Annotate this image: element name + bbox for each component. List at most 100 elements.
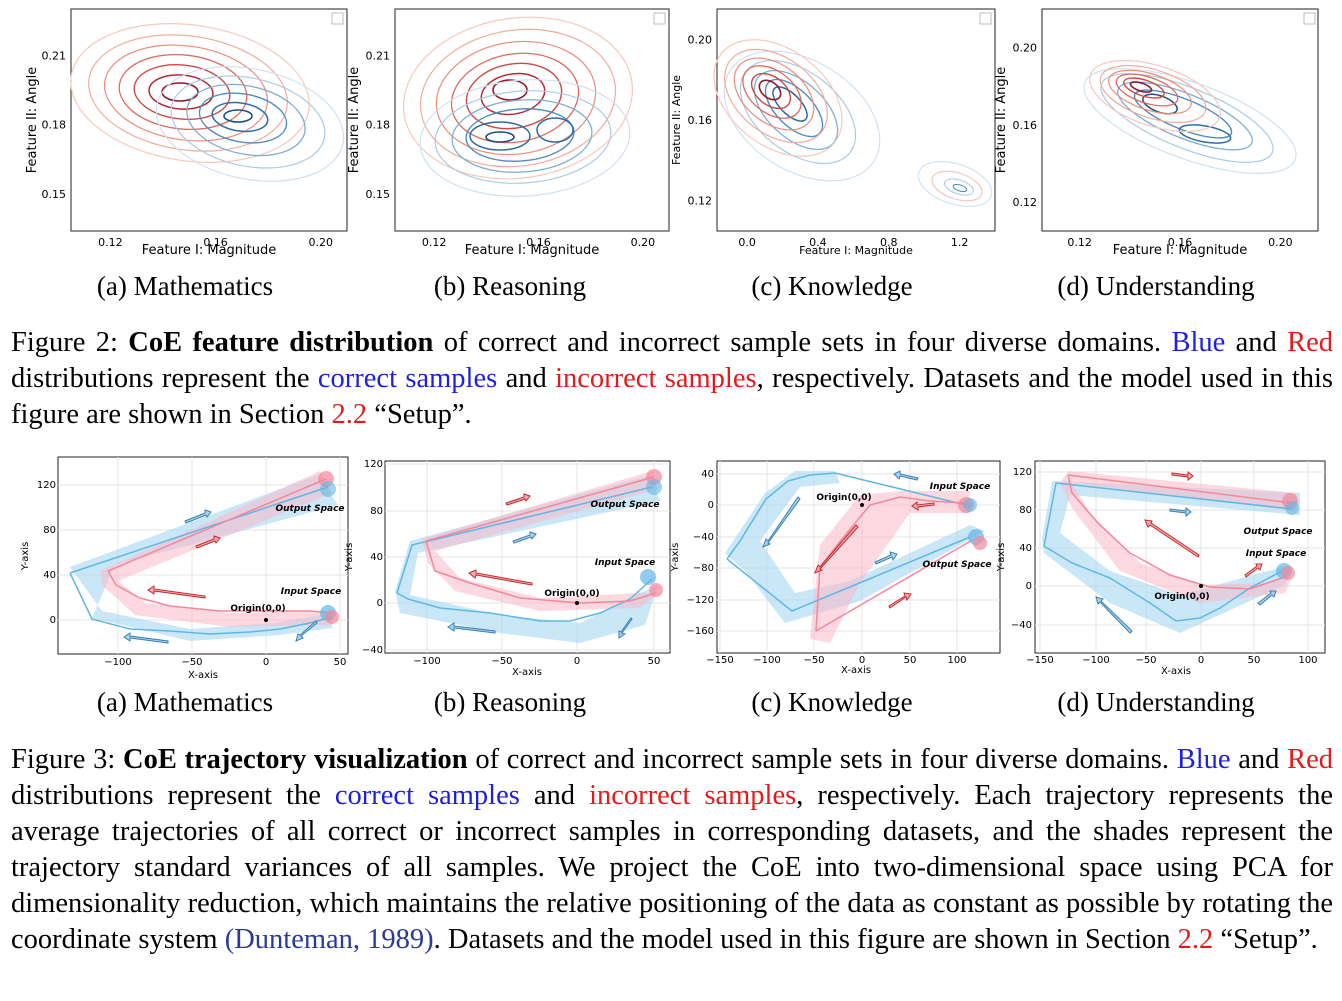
x-axis-label: Feature I: Magnitude bbox=[142, 243, 276, 258]
citation-link[interactable]: (Dunteman, 1989) bbox=[224, 924, 434, 955]
x-tick-label: 0.20 bbox=[1268, 236, 1293, 249]
red-word: Red bbox=[1287, 744, 1334, 775]
red-band bbox=[422, 471, 658, 611]
y-tick-label: 80 bbox=[43, 525, 56, 536]
y-tick-label: 0 bbox=[50, 615, 56, 626]
arrow-blue bbox=[295, 620, 318, 642]
blue-trajectory bbox=[726, 472, 836, 560]
x-axis-label: Feature I: Magnitude bbox=[1113, 243, 1247, 258]
arrow-red bbox=[195, 535, 221, 549]
arrow-blue bbox=[874, 551, 898, 565]
red-band bbox=[1060, 471, 1296, 603]
x-tick-label: −50 bbox=[803, 655, 824, 666]
x-tick-label: −100 bbox=[104, 657, 131, 668]
x-tick-label: 0 bbox=[263, 657, 269, 668]
y-ticks: 0.12 0.16 0.20 bbox=[688, 33, 713, 207]
red-trajectory bbox=[425, 540, 657, 604]
arrow-blue bbox=[184, 509, 212, 524]
arrow-blue bbox=[893, 470, 919, 481]
y-tick-label: 80 bbox=[1019, 505, 1032, 516]
blue-word: Blue bbox=[1176, 744, 1231, 775]
y-ticks: 0 40 80 120 bbox=[37, 480, 56, 626]
direction-arrows bbox=[123, 509, 318, 644]
y-tick-label: −80 bbox=[693, 563, 714, 574]
y-tick-label: 0.18 bbox=[366, 119, 391, 132]
blue-trajectory-top bbox=[396, 486, 653, 594]
x-tick-label: 50 bbox=[648, 656, 661, 667]
origin-label: Origin(0,0) bbox=[230, 604, 285, 614]
caption-bold: CoE trajectory visualization bbox=[122, 744, 468, 775]
x-tick-label: −50 bbox=[1135, 655, 1156, 666]
figure2-caption: Figure 2: CoE feature distribution of co… bbox=[11, 327, 1334, 430]
x-tick-label: 1.2 bbox=[951, 236, 969, 249]
x-tick-label: −100 bbox=[413, 656, 440, 667]
fig2-sublabel-b: (b) Reasoning bbox=[433, 271, 587, 301]
blue-trajectory-low bbox=[726, 536, 971, 612]
blue-trajectory-top bbox=[69, 486, 329, 574]
x-ticks: −100 −50 0 50 bbox=[413, 656, 660, 667]
arrow-blue bbox=[618, 617, 633, 639]
x-tick-label: −50 bbox=[491, 656, 512, 667]
y-tick-label: 0 bbox=[708, 500, 714, 511]
x-ticks: −150 −100 −50 0 50 100 bbox=[1026, 655, 1317, 666]
x-tick-label: 0.12 bbox=[98, 236, 123, 249]
arrow-blue bbox=[123, 632, 169, 644]
blue-trajectory bbox=[1043, 482, 1293, 547]
y-tick-label: 120 bbox=[1013, 467, 1032, 478]
y-tick-label: 0.16 bbox=[688, 114, 713, 127]
x-axis-label: X-axis bbox=[841, 665, 871, 676]
arrow-blue bbox=[1257, 590, 1277, 606]
arrow-red bbox=[1144, 519, 1200, 558]
figure3-caption: Figure 3: CoE trajectory visualization o… bbox=[11, 744, 1334, 955]
y-tick-label: 0.18 bbox=[42, 119, 67, 132]
y-axis-label: Y-axis bbox=[996, 543, 1007, 573]
x-ticks: 0.12 0.16 0.20 bbox=[98, 236, 333, 249]
fig2-plot-a: 0.12 0.16 0.20 0.15 0.18 0.21 Feature I: Mag… bbox=[25, 8, 348, 258]
input-space-label: Input Space bbox=[281, 587, 341, 597]
x-ticks: −150 −100 −50 0 50 100 bbox=[706, 655, 966, 666]
y-tick-label: −160 bbox=[687, 626, 714, 637]
y-tick-label: 80 bbox=[370, 506, 383, 517]
fig3-sublabel-a: (a) Mathematics bbox=[96, 687, 274, 717]
y-tick-label: −40 bbox=[1011, 620, 1032, 631]
x-axis-label: X-axis bbox=[188, 670, 218, 681]
arrow-red bbox=[1244, 563, 1263, 578]
fig2-sublabel-c: (c) Knowledge bbox=[751, 271, 913, 301]
fig3-sublabel-d: (d) Understanding bbox=[1057, 687, 1255, 717]
blue-contours bbox=[155, 66, 345, 182]
blue-contours bbox=[1083, 68, 1297, 174]
x-tick-label: 50 bbox=[904, 655, 917, 666]
section-link[interactable]: 2.2 bbox=[1177, 924, 1214, 955]
y-axis-label: Feature II: Angle bbox=[994, 67, 1009, 173]
y-axis-label: Feature II: Angle bbox=[347, 67, 362, 173]
red-trajectory bbox=[1067, 474, 1286, 590]
y-tick-label: 0 bbox=[377, 598, 383, 609]
y-tick-label: 40 bbox=[370, 552, 383, 563]
x-tick-label: 0.0 bbox=[738, 236, 756, 249]
x-tick-label: 0.20 bbox=[308, 236, 333, 249]
y-axis-label: Y-axis bbox=[670, 543, 681, 573]
x-tick-label: 0.4 bbox=[809, 236, 827, 249]
y-tick-label: −40 bbox=[362, 645, 383, 656]
red-trajectory-top bbox=[425, 476, 655, 542]
arrow-blue bbox=[1095, 596, 1133, 634]
direction-arrows bbox=[447, 493, 633, 639]
arrow-red bbox=[814, 524, 859, 574]
blue-trajectory-top bbox=[834, 472, 967, 506]
y-axis-label: Feature II: Angle bbox=[25, 67, 40, 173]
input-space-label: Input Space bbox=[595, 558, 655, 568]
x-ticks: −100 −50 0 50 bbox=[104, 657, 346, 668]
y-tick-label: −40 bbox=[693, 532, 714, 543]
origin-label: Origin(0,0) bbox=[544, 589, 599, 599]
correct-samples: correct samples bbox=[317, 363, 498, 394]
y-tick-label: 120 bbox=[364, 459, 383, 470]
fig2-plot-d: 0.12 0.16 0.20 0.12 0.16 0.20 Feature I: Mag… bbox=[994, 8, 1319, 258]
fig3-sublabel-c: (c) Knowledge bbox=[751, 687, 913, 717]
x-tick-label: −50 bbox=[181, 657, 202, 668]
output-space-label: Output Space bbox=[1243, 527, 1312, 537]
blue-trajectory bbox=[396, 578, 653, 622]
caption-number: Figure 3: bbox=[11, 744, 116, 775]
y-ticks: −40 0 40 80 120 bbox=[362, 459, 383, 656]
section-link[interactable]: 2.2 bbox=[331, 399, 368, 430]
origin-label: Origin(0,0) bbox=[1154, 592, 1209, 602]
